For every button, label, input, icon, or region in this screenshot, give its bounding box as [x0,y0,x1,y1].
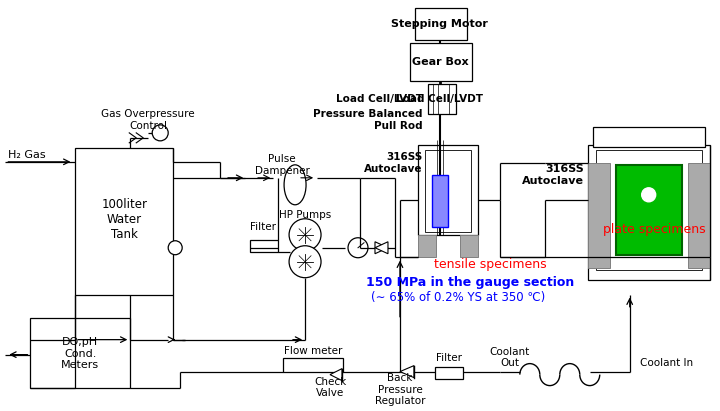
Bar [415,8,467,40]
Bar [588,145,710,280]
Text: tensile specimens: tensile specimens [433,258,546,271]
Text: Coolant
Out: Coolant Out [490,347,530,368]
Bar [588,163,610,268]
Text: plate specimens: plate specimens [603,223,706,236]
Text: 150 MPa in the gauge section: 150 MPa in the gauge section [366,276,574,289]
Bar [425,150,471,232]
Text: Coolant In: Coolant In [639,358,693,367]
Bar [250,240,278,252]
Polygon shape [330,369,342,381]
Polygon shape [400,366,414,378]
Circle shape [168,241,182,255]
Bar [428,84,456,114]
Bar [418,145,478,235]
Bar [593,127,705,147]
Bar [410,43,472,81]
Text: Stepping Motor: Stepping Motor [392,19,488,29]
Bar [432,175,448,227]
Text: Gear Box: Gear Box [412,57,468,67]
Text: Pulse
Dampener: Pulse Dampener [255,154,310,175]
Text: Filter: Filter [436,353,462,363]
Text: 316SS
Autoclave: 316SS Autoclave [364,152,423,173]
Bar [595,150,702,270]
Circle shape [152,125,168,141]
Text: Load Cell/LVDT: Load Cell/LVDT [336,94,423,104]
Bar [283,358,343,372]
Ellipse shape [284,165,306,205]
Text: Gas Overpressure
Control: Gas Overpressure Control [102,109,195,131]
Text: Filter: Filter [250,222,276,232]
Bar [460,235,478,257]
Text: 100liter
Water
Tank: 100liter Water Tank [102,198,148,241]
Text: HP Pumps: HP Pumps [279,210,331,220]
Text: Check
Valve: Check Valve [314,377,346,398]
Text: Back
Pressure
Regulator: Back Pressure Regulator [374,373,426,406]
Bar [688,163,710,268]
Bar [435,367,463,379]
Text: (∼ 65% of 0.2% YS at 350 ℃): (∼ 65% of 0.2% YS at 350 ℃) [371,291,545,304]
Circle shape [642,188,656,202]
Polygon shape [375,242,388,254]
Bar [76,148,174,295]
Polygon shape [375,242,388,254]
Text: Load Cell/LVDT: Load Cell/LVDT [397,94,483,104]
Circle shape [348,238,368,258]
Circle shape [289,246,321,278]
Text: H₂ Gas: H₂ Gas [9,150,46,160]
Text: DO,pH
Cond.
Meters: DO,pH Cond. Meters [61,337,99,370]
Bar [30,318,130,388]
Text: Pressure Balanced
Pull Rod: Pressure Balanced Pull Rod [313,109,423,131]
Text: 316SS
Autoclave: 316SS Autoclave [522,164,584,186]
Circle shape [289,219,321,251]
Text: Flow meter: Flow meter [284,346,342,356]
Bar [418,235,436,257]
Bar [616,165,682,255]
